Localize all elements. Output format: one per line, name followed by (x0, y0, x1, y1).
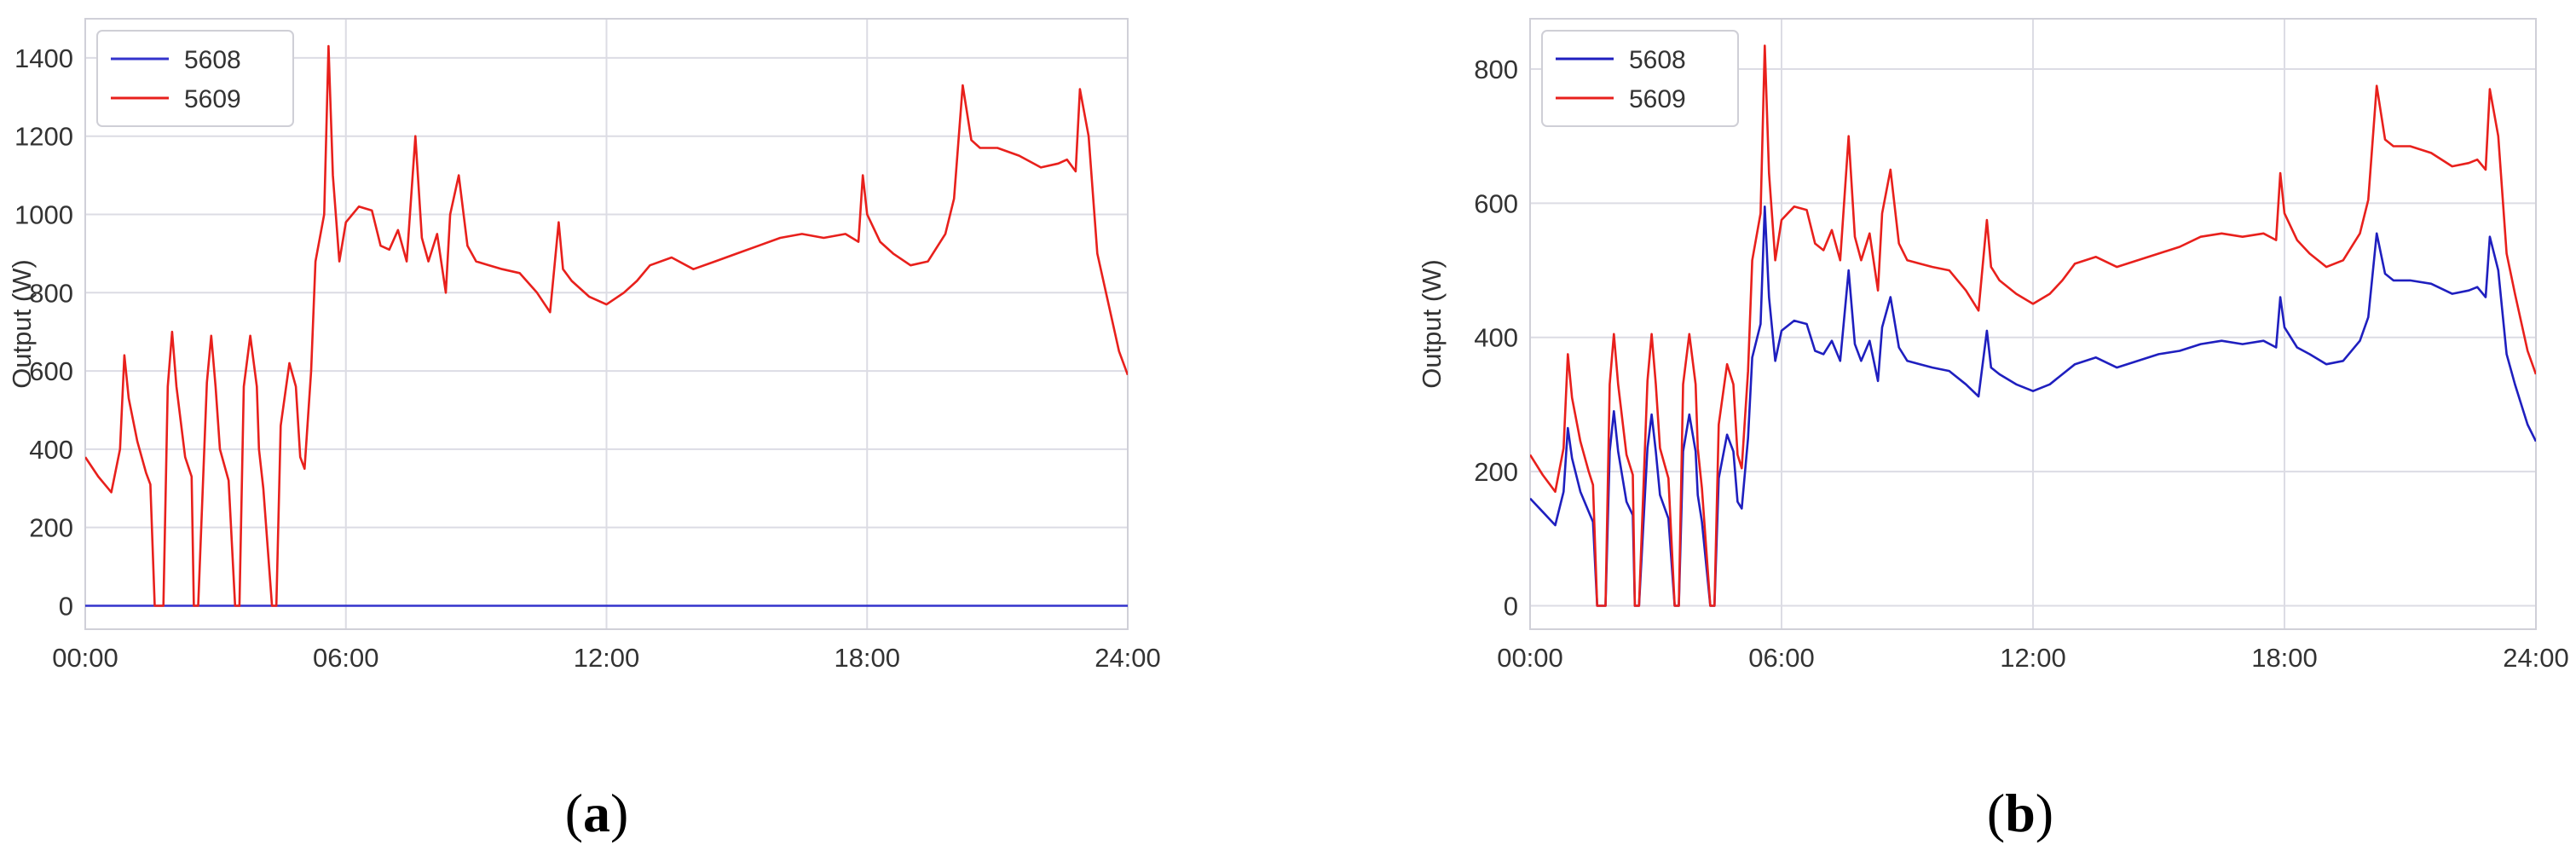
y-tick-label: 600 (29, 356, 73, 386)
y-axis-label: Output (W) (1417, 259, 1447, 389)
plot-frame (1529, 18, 2537, 630)
legend-label-5608: 5608 (1629, 46, 1686, 74)
y-tick-label: 1200 (14, 122, 73, 152)
x-tick-label: 00:00 (1497, 643, 1563, 673)
x-tick-label: 06:00 (1748, 643, 1815, 673)
legend-label-5609: 5609 (1629, 85, 1686, 113)
panel-label-a: (a) (565, 783, 629, 843)
y-tick-label: 600 (1474, 188, 1518, 218)
y-tick-label: 1000 (14, 200, 73, 229)
panel-label-a-letter: a (583, 783, 610, 843)
y-tick-label: 400 (29, 435, 73, 465)
y-tick-label: 800 (1474, 55, 1518, 84)
x-tick-label: 18:00 (834, 643, 900, 673)
x-tick-label: 12:00 (2000, 643, 2066, 673)
legend-label-5609: 5609 (184, 85, 241, 113)
y-tick-label: 800 (29, 278, 73, 308)
y-tick-label: 0 (1504, 591, 1518, 621)
x-tick-label: 00:00 (52, 643, 118, 673)
panel-label-b-letter: b (2005, 783, 2036, 843)
series-line-5609 (85, 44, 1128, 607)
x-tick-label: 24:00 (2503, 643, 2569, 673)
y-tick-label: 400 (1474, 323, 1518, 353)
chart-panel-b: 00:00 06:00 12:00 18:00 24:00 0 200 400 600 800 Ou… (1417, 18, 2569, 673)
y-tick-label: 200 (1474, 457, 1518, 487)
y-tick-label: 1400 (14, 43, 73, 73)
plot-frame (84, 18, 1129, 630)
y-tick-label: 0 (59, 591, 73, 621)
x-tick-label: 18:00 (2251, 643, 2318, 673)
y-axis-label: Output (W) (7, 259, 37, 389)
y-tick-label: 200 (29, 513, 73, 543)
legend-box (96, 30, 294, 127)
x-tick-label: 12:00 (574, 643, 640, 673)
chart-panel-a: 00:00 06:00 12:00 18:00 24:00 0 200 400 600 800 10… (7, 18, 1161, 673)
legend-label-5608: 5608 (184, 46, 241, 74)
series-line-5609 (1530, 44, 2536, 607)
panel-label-b: (b) (1987, 783, 2053, 843)
x-tick-label: 06:00 (313, 643, 379, 673)
x-tick-label: 24:00 (1095, 643, 1161, 673)
legend-box (1541, 30, 1739, 127)
